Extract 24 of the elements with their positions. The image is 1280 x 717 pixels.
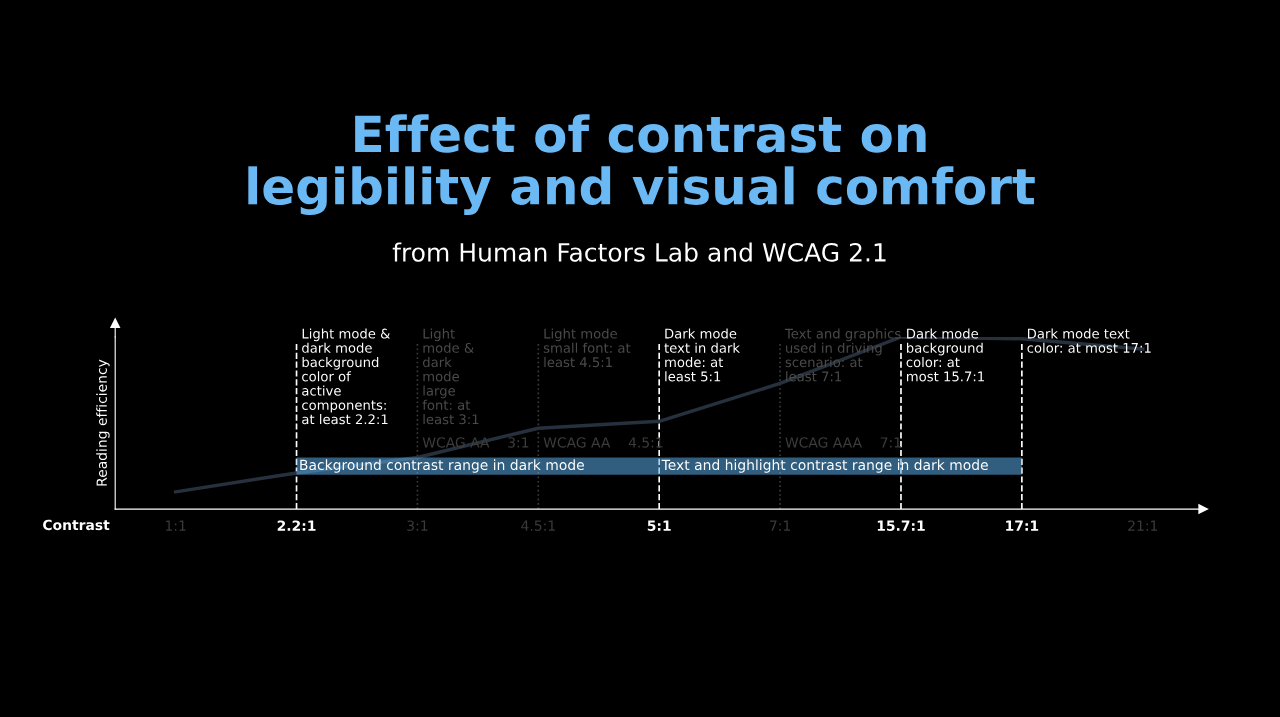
band-label: Text and highlight contrast range in dark mode — [661, 459, 988, 473]
band-label: Background contrast range in dark mode — [300, 459, 584, 473]
x-axis-title: Contrast — [43, 519, 110, 531]
x-tick-label: 7:1 — [770, 520, 790, 531]
chart-title: Effect of contrast on legibility and visual comfort — [248, 114, 1035, 216]
annotation: WCAG AAA 7:1 — [785, 437, 901, 448]
ref-line-label: Light mode small font: at least 4.5:1 — [543, 328, 631, 368]
ref-line-label: Dark mode text color: at most 17:1 — [1027, 328, 1151, 353]
x-tick-label: 3:1 — [407, 520, 428, 531]
x-tick-label: 17:1 — [1006, 520, 1039, 531]
x-tick-label: 21:1 — [1128, 520, 1158, 531]
annotation: WCAG AA 3:1 — [422, 437, 529, 448]
x-tick-label: 15.7:1 — [877, 520, 925, 531]
annotation: WCAG AA 4.5:1 — [543, 437, 663, 448]
x-tick-label: 5:1 — [647, 520, 671, 531]
x-tick-label: 1:1 — [165, 520, 186, 531]
x-tick-label: 4.5:1 — [521, 520, 555, 531]
x-tick-label: 2.2:1 — [277, 520, 316, 531]
chart-subtitle: from Human Factors Lab and WCAG 2.1 — [392, 242, 886, 262]
ref-line-label: Dark mode text in dark mode: at least 5:1 — [664, 328, 740, 382]
y-axis-title: Reading efficiency — [96, 359, 110, 486]
ref-line-label: Dark mode background color: at most 15.7:1 — [906, 328, 984, 382]
ref-line-label: Light mode & dark mode background color of active components: at least 2.2:1 — [302, 328, 390, 425]
ref-line-label: Light mode & dark mode large font: at least 3:1 — [422, 328, 479, 425]
